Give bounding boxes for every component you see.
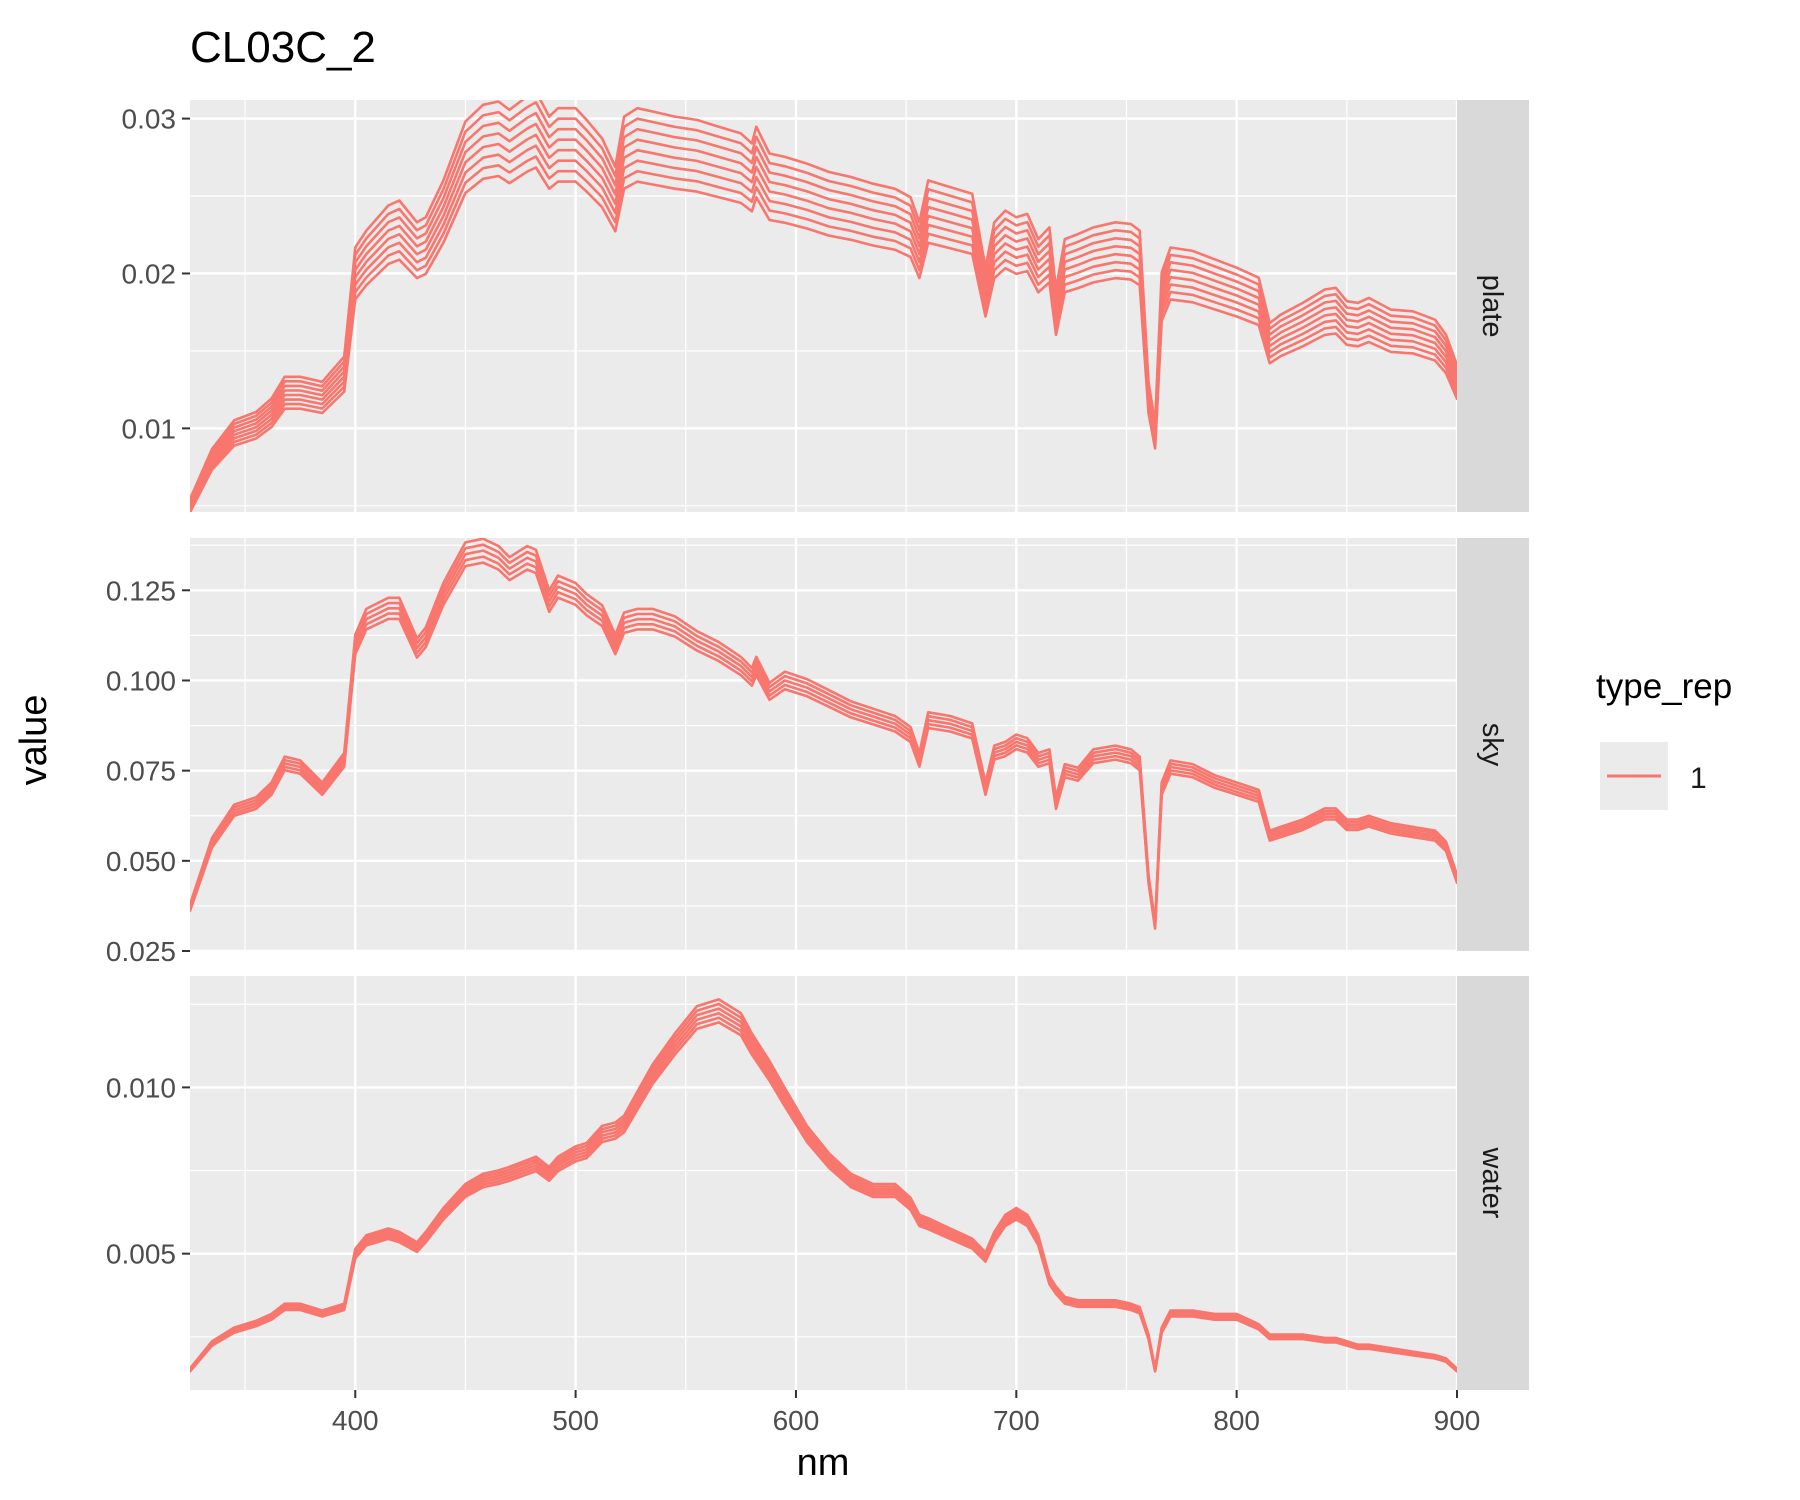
facet-strip bbox=[1457, 976, 1529, 1390]
facet-strip bbox=[1457, 100, 1529, 512]
series-line-sky-3 bbox=[190, 549, 1457, 928]
y-tick-label: 0.010 bbox=[106, 1072, 176, 1103]
series-line-plate-7 bbox=[190, 101, 1457, 503]
x-tick-label: 600 bbox=[773, 1405, 820, 1436]
x-tick-label: 400 bbox=[332, 1405, 379, 1436]
y-tick-label: 0.050 bbox=[106, 846, 176, 877]
facet-panel-water: 0.005 0.010 water bbox=[106, 976, 1529, 1390]
facet-strip-label-plate: plate bbox=[1476, 275, 1508, 338]
x-tick-label: 900 bbox=[1434, 1405, 1481, 1436]
series-lines bbox=[190, 998, 1457, 1373]
series-line-plate-1 bbox=[190, 166, 1457, 512]
x-tick-label: 500 bbox=[552, 1405, 599, 1436]
series-lines bbox=[190, 100, 1457, 512]
y-tick-label: 0.100 bbox=[106, 665, 176, 696]
series-line-sky-1 bbox=[190, 561, 1457, 930]
facet-panel-sky: 0.025 0.050 0.075 0.100 0.125 sky bbox=[106, 538, 1529, 967]
series-line-plate-4 bbox=[190, 133, 1457, 509]
legend: type_rep 1 bbox=[1596, 667, 1732, 810]
series-line-plate-6 bbox=[190, 111, 1457, 505]
y-tick-label: 0.075 bbox=[106, 756, 176, 787]
x-axis-label: nm bbox=[797, 1442, 850, 1484]
series-line-sky-5 bbox=[190, 538, 1457, 925]
facet-strip-label-water: water bbox=[1476, 1147, 1508, 1219]
legend-entry-label: 1 bbox=[1690, 762, 1707, 795]
series-line-sky-4 bbox=[190, 543, 1457, 926]
y-tick-label: 0.025 bbox=[106, 936, 176, 967]
y-axis-label: value bbox=[13, 695, 55, 786]
legend-title: type_rep bbox=[1596, 667, 1732, 706]
x-tick-label: 800 bbox=[1213, 1405, 1260, 1436]
x-tick-label: 700 bbox=[993, 1405, 1040, 1436]
facet-strip bbox=[1457, 538, 1529, 951]
facet-strip-label-sky: sky bbox=[1476, 723, 1508, 767]
series-line-sky-2 bbox=[190, 555, 1457, 929]
series-line-plate-5 bbox=[190, 122, 1457, 507]
panel-background bbox=[190, 538, 1457, 951]
series-line-plate-2 bbox=[190, 155, 1457, 512]
series-line-water-6 bbox=[190, 998, 1457, 1370]
panel-background bbox=[190, 100, 1457, 512]
y-tick-label: 0.01 bbox=[122, 413, 177, 444]
chart-title: CL03C_2 bbox=[190, 23, 376, 72]
facet-panel-plate: 0.01 0.02 0.03 plate bbox=[122, 100, 1529, 512]
series-line-plate-8 bbox=[190, 100, 1457, 501]
y-tick-label: 0.005 bbox=[106, 1239, 176, 1270]
series-line-plate-3 bbox=[190, 144, 1457, 510]
facet-panels: 0.01 0.02 0.03 plate 0.025 0.050 0.075 0.100 0.1… bbox=[106, 100, 1529, 1390]
series-lines bbox=[190, 538, 1457, 930]
y-tick-label: 0.125 bbox=[106, 575, 176, 606]
x-axis: 400 500 600 700 800 900 bbox=[332, 1390, 1480, 1436]
y-tick-label: 0.02 bbox=[122, 258, 177, 289]
y-tick-label: 0.03 bbox=[122, 104, 177, 135]
panel-background bbox=[190, 976, 1457, 1390]
